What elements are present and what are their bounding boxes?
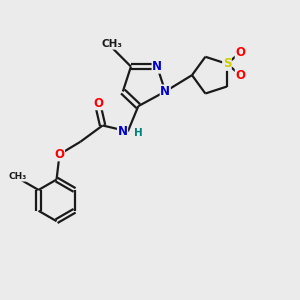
Text: CH₃: CH₃ <box>101 39 122 49</box>
Text: N: N <box>160 85 170 98</box>
Text: N: N <box>118 125 128 138</box>
Text: O: O <box>93 97 103 110</box>
Text: O: O <box>235 69 245 82</box>
Text: H: H <box>134 128 143 138</box>
Text: N: N <box>152 60 162 73</box>
Text: S: S <box>223 57 231 70</box>
Text: CH₃: CH₃ <box>8 172 27 181</box>
Text: O: O <box>55 148 64 161</box>
Text: O: O <box>235 46 245 59</box>
